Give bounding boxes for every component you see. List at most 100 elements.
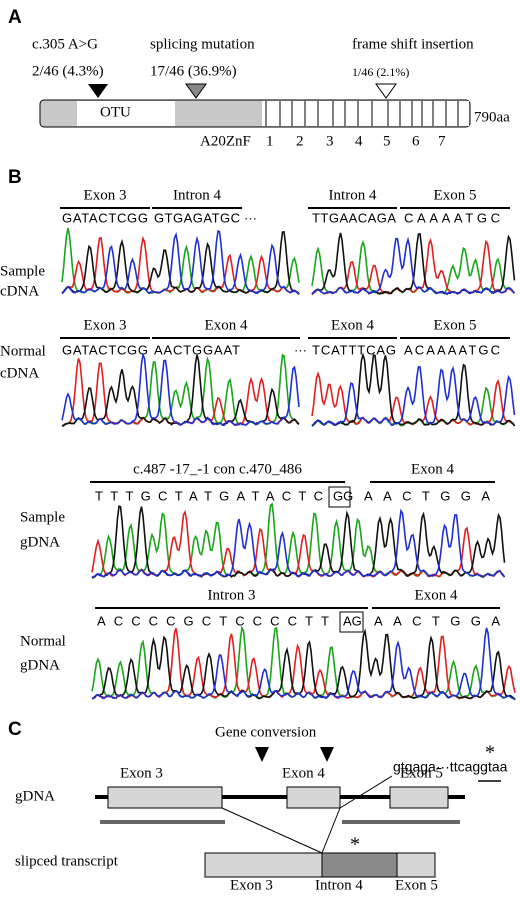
sequence: TCATTTCAG — [312, 342, 396, 357]
connector — [339, 775, 393, 809]
chromatograms: Sample cDNA Exon 3 Intron 4 Intron 4 Exon 5 GA… — [0, 187, 516, 701]
sample-label: Sample — [0, 263, 45, 279]
chromatogram-trace — [61, 358, 300, 427]
znf-label: 5 — [383, 133, 391, 149]
sample-label: cDNA — [0, 283, 39, 299]
exon-label: Exon 4 — [282, 765, 325, 781]
highlight-box — [328, 486, 351, 508]
mutation-count: 1/46 (2.1%) — [352, 65, 409, 79]
highlight-box — [339, 611, 364, 633]
mutation-name: splicing mutation — [150, 36, 255, 52]
chromatogram-trace — [311, 352, 516, 427]
sample-label: gDNA — [20, 657, 60, 673]
sequence: ··· — [244, 210, 257, 225]
gdna-label: gDNA — [15, 788, 55, 804]
mutation-count: 2/46 (4.3%) — [32, 63, 104, 79]
mutation-name: c.305 A>G — [32, 36, 98, 52]
chromatogram-trace — [91, 625, 516, 701]
segment-label: c.487 -17_-1 con c.470_486 — [133, 461, 302, 477]
mutation-marker — [88, 84, 108, 98]
exon-label: Exon 3 — [120, 765, 163, 781]
segment-label: Intron 4 — [329, 187, 377, 203]
segment-label: Exon 4 — [411, 461, 454, 477]
panel-label: A — [8, 7, 22, 28]
sequence: ··· — [294, 342, 307, 357]
sequence: GATACTCGG — [62, 210, 148, 225]
znf-stripes — [265, 101, 459, 126]
chromatogram-trace — [311, 232, 516, 295]
stop-mark: * — [350, 834, 360, 856]
transcript-label: slipced transcript — [15, 853, 119, 869]
sample-label: cDNA — [0, 365, 39, 381]
segment-label: Exon 3 — [84, 317, 127, 333]
segment-label: Exon 4 — [331, 317, 374, 333]
sequence: GATACTCGG — [62, 342, 148, 357]
chromatogram-trace — [91, 627, 516, 701]
connector — [321, 807, 341, 854]
mutation-marker — [375, 83, 397, 99]
event-marker — [255, 747, 269, 762]
transcript-part — [204, 852, 323, 878]
segment-label: Exon 3 — [84, 187, 127, 203]
sequence: TTGAACAGA — [312, 210, 396, 225]
exon-box — [389, 786, 449, 809]
sample-label: gDNA — [20, 534, 60, 550]
panel-label: C — [8, 719, 22, 740]
chromatogram-trace — [311, 365, 516, 427]
segment-label: Exon 5 — [434, 187, 477, 203]
sample-label: Sample — [20, 509, 65, 525]
mutation-marker — [185, 83, 207, 99]
segment-label: Intron 3 — [208, 587, 256, 603]
znf-label: 2 — [296, 133, 304, 149]
chromatogram-trace — [92, 627, 516, 700]
chromatogram-trace — [311, 237, 515, 296]
sequence: CAAAATGC — [404, 210, 500, 225]
transcript-part-label: Exon 3 — [230, 877, 273, 892]
connector — [221, 807, 323, 854]
chromatogram-trace — [311, 236, 516, 296]
event-label: Gene conversion — [215, 724, 317, 740]
znf-label: 3 — [326, 133, 334, 149]
sequence: AG — [343, 613, 362, 628]
exon-label: Exon 5 — [400, 765, 443, 781]
chromatogram-trace — [61, 352, 300, 427]
protein-length: 790aa — [474, 109, 510, 125]
exon-box — [286, 786, 341, 809]
sequence: GG — [333, 488, 353, 503]
chromatogram-trace — [61, 229, 300, 295]
znf-label: 6 — [412, 133, 420, 149]
sample-label: Normal — [0, 343, 46, 359]
sample-label: Normal — [20, 633, 66, 649]
chromatogram-trace — [91, 509, 506, 579]
junction-sequence: gtgaga···ttcaggtaa — [393, 759, 508, 775]
exon-box — [107, 786, 223, 809]
chromatogram-trace — [91, 508, 506, 579]
event-marker — [320, 747, 334, 762]
sequence: AACTGGA — [374, 613, 500, 628]
sequence: AACTGGA — [364, 488, 490, 503]
transcript-part — [321, 852, 398, 878]
stop-mark: * — [485, 742, 495, 764]
sequence: AACTGGAAT — [154, 342, 240, 357]
mutation-name: frame shift insertion — [352, 36, 474, 52]
mutation-count: 17/46 (36.9%) — [150, 63, 237, 79]
otu-domain — [77, 101, 175, 126]
domain-label: A20ZnF — [200, 133, 251, 149]
transcript-part-label: Exon 5 — [395, 877, 438, 892]
znf-labels: 1 2 3 4 5 6 7 — [266, 133, 446, 149]
segment-label: Exon 4 — [205, 317, 248, 333]
transcript-part — [396, 852, 436, 878]
sequence: GTGAGATGC — [154, 210, 240, 225]
segment-label: Intron 4 — [173, 187, 221, 203]
znf-label: 7 — [438, 133, 446, 149]
transcript-part-label: Intron 4 — [315, 877, 363, 892]
sequence: ACCCCGCTCCCCTT — [97, 613, 329, 628]
segment-label: Exon 5 — [434, 317, 477, 333]
znf-region — [262, 101, 469, 126]
domain-label: OTU — [100, 104, 131, 120]
panel-label: B — [8, 167, 22, 188]
sequence: TTTGCTATGATACTC — [95, 488, 323, 503]
znf-label: 1 — [266, 133, 274, 149]
sequence: ACAAAATGC — [404, 342, 500, 357]
